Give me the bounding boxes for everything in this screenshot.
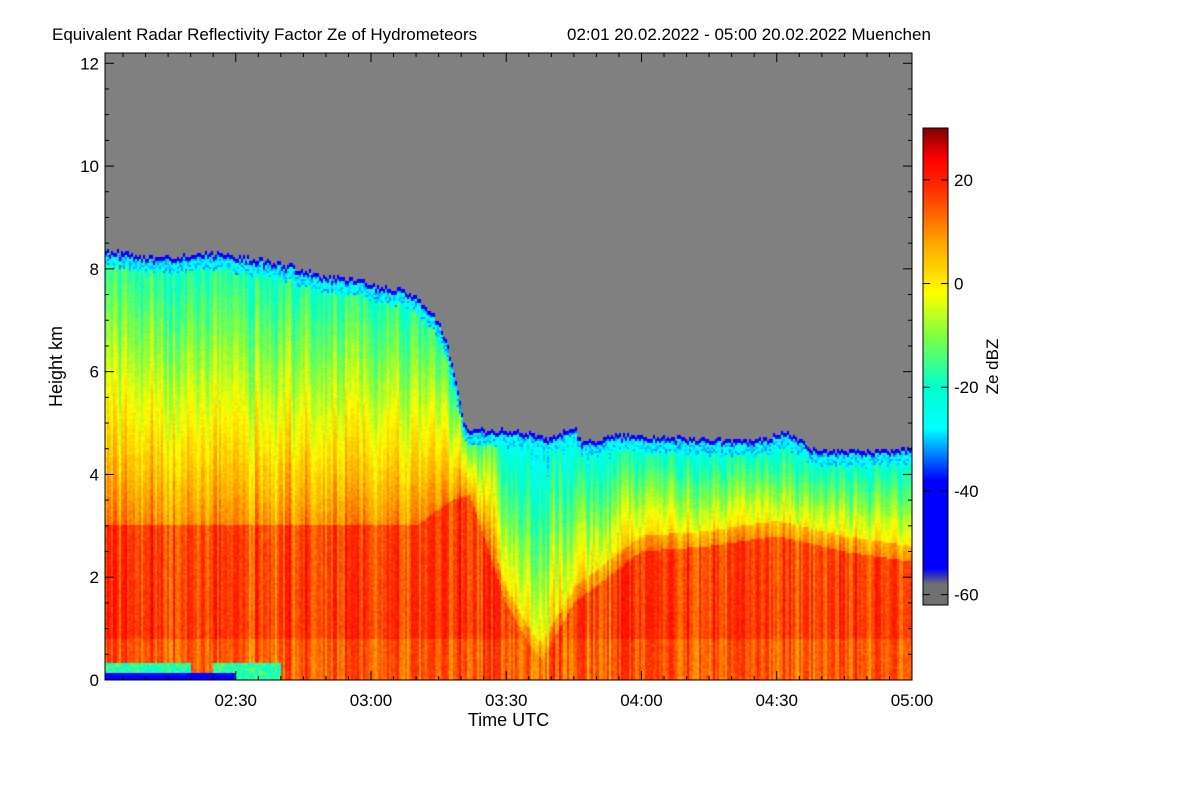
plot-frame bbox=[104, 52, 913, 681]
plot-area bbox=[105, 53, 912, 680]
x-tick-label: 04:30 bbox=[755, 691, 798, 710]
y-tick-label: 12 bbox=[80, 54, 99, 73]
x-tick-label: 03:30 bbox=[485, 691, 528, 710]
y-tick-label: 2 bbox=[90, 568, 99, 587]
y-axis-label: Height km bbox=[46, 326, 66, 407]
colorbar-tick-label: -40 bbox=[954, 482, 979, 501]
reflectivity-heatmap bbox=[105, 53, 912, 680]
y-tick-label: 0 bbox=[90, 671, 99, 690]
colorbar-tick-label: -20 bbox=[954, 378, 979, 397]
colorbar-tick-label: -60 bbox=[954, 586, 979, 605]
x-tick-label: 04:00 bbox=[620, 691, 663, 710]
axes: 02:30 03:00 03:30 04:00 04:30 05:00 0 2 4 6 8 10 12 bbox=[80, 52, 934, 710]
colorbar: 20 0 -20 -40 -60 bbox=[922, 127, 979, 606]
x-tick-label: 02:30 bbox=[214, 691, 257, 710]
y-tick-label: 8 bbox=[90, 260, 99, 279]
chart-title: Equivalent Radar Reflectivity Factor Ze … bbox=[52, 25, 477, 44]
chart-subtitle: 02:01 20.02.2022 - 05:00 20.02.2022 Muen… bbox=[567, 25, 931, 44]
x-tick-label: 05:00 bbox=[891, 691, 934, 710]
x-tick-label: 03:00 bbox=[350, 691, 393, 710]
y-tick-label: 6 bbox=[90, 363, 99, 382]
colorbar-label: Ze dBZ bbox=[983, 339, 1002, 395]
colorbar-tick-label: 20 bbox=[954, 171, 973, 190]
y-tick-label: 4 bbox=[90, 465, 99, 484]
colorbar-tick-label: 0 bbox=[954, 275, 963, 294]
y-tick-label: 10 bbox=[80, 157, 99, 176]
x-axis-label: Time UTC bbox=[468, 710, 549, 730]
colorbar-gradient bbox=[922, 127, 949, 606]
